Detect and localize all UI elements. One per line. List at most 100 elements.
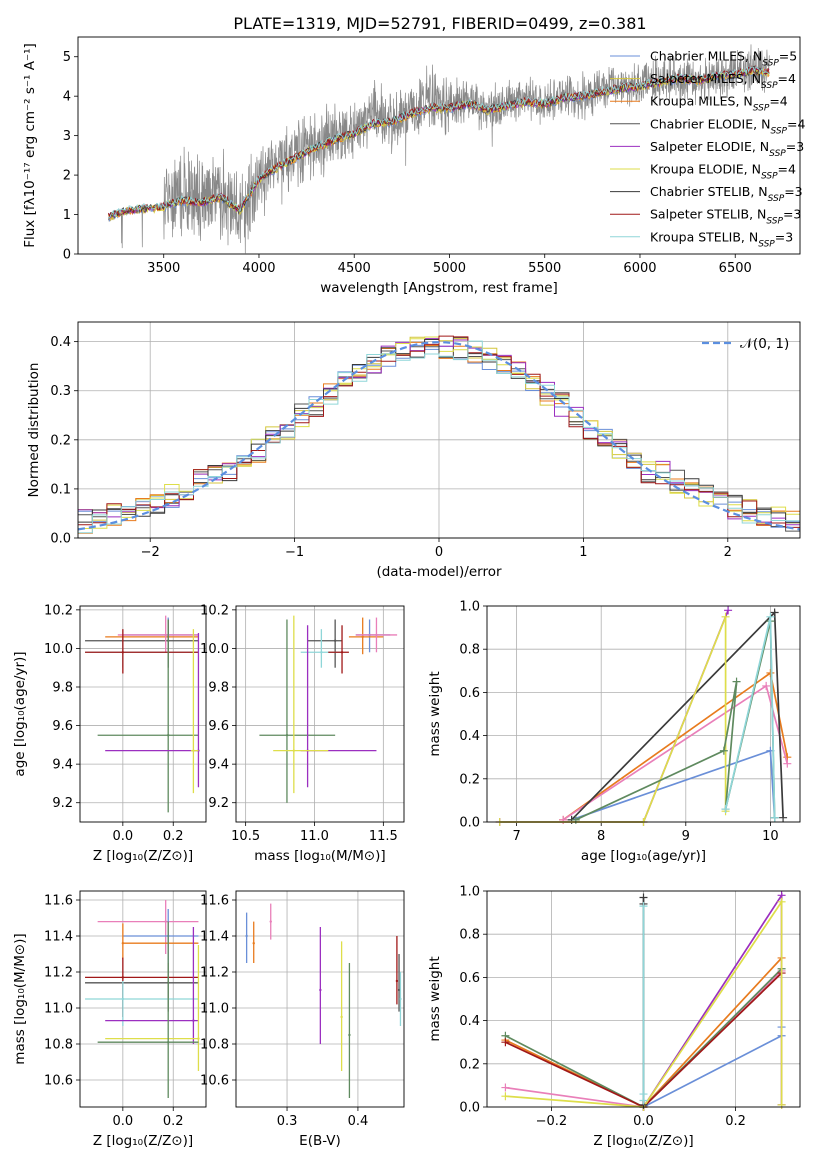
mass-weight-line	[570, 610, 784, 821]
point-marker	[766, 612, 775, 621]
y-tick-label: 11.4	[44, 930, 73, 945]
legend-label: Salpeter MILES, NSSP=4	[650, 71, 796, 91]
y-tick-label: 10.2	[44, 603, 73, 618]
point-marker	[571, 815, 580, 824]
y-tick-label: 10.0	[200, 642, 229, 657]
y-tick-label: 11.6	[44, 894, 73, 909]
x-tick-label: 5500	[528, 261, 561, 276]
point-marker	[766, 668, 775, 677]
data-point	[397, 988, 401, 992]
y-tick-label: 0.6	[459, 686, 480, 701]
x-tick-label: 0.0	[112, 1114, 133, 1129]
x-tick-label: 0.4	[348, 1114, 369, 1129]
y-tick-label: 0.3	[50, 384, 71, 399]
y-tick-label: 9.8	[208, 681, 229, 696]
y-tick-label: 10.2	[200, 603, 229, 618]
model-spectrum-line	[108, 66, 770, 219]
mass-weight-line	[505, 899, 783, 1108]
y-tick-label: 1.0	[459, 600, 480, 615]
x-tick-label: 10.5	[231, 829, 260, 844]
y-axis-label: mass [log₁₀(M/M⊙)]	[12, 933, 28, 1064]
y-axis-label: Flux [fλ10⁻¹⁷ erg cm⁻² s⁻¹ A⁻¹]	[22, 43, 38, 248]
y-tick-label: 9.2	[52, 796, 73, 811]
y-tick-label: 5	[63, 50, 71, 65]
data-point	[340, 1015, 343, 1019]
x-tick-label: 0.2	[725, 1114, 746, 1129]
legend-label: Chabrier MILES, NSSP=5	[650, 49, 797, 69]
y-tick-label: 0.4	[50, 335, 71, 350]
data-point	[121, 997, 125, 1001]
axes-frame	[79, 605, 207, 823]
x-axis-label: (data-model)/error	[376, 564, 502, 580]
point-marker	[779, 813, 788, 822]
y-tick-label: 9.4	[52, 758, 73, 773]
y-axis-label: age [log₁₀(age/yr)]	[12, 651, 28, 776]
y-tick-label: 11.4	[200, 930, 229, 945]
y-tick-label: 0.0	[459, 1101, 480, 1116]
x-axis-label: age [log₁₀(age/yr)]	[581, 848, 706, 864]
point-marker	[770, 608, 779, 617]
data-point	[167, 1041, 170, 1044]
data-point	[319, 988, 322, 992]
y-tick-label: 0.0	[459, 816, 480, 831]
point-marker	[501, 1038, 510, 1047]
y-tick-label: 0.1	[50, 482, 71, 497]
legend-label: Kroupa MILES, NSSP=4	[650, 94, 788, 114]
y-tick-label: 2	[63, 169, 71, 184]
data-point	[121, 976, 125, 979]
age-vs-mass-panel: 10.5 11.0 11.5 9.2 9.4 9.6 9.8 10.0 10.2 mass [lo…	[200, 603, 405, 864]
x-tick-label: 8	[597, 829, 605, 844]
y-axis-label: Normed distribution	[26, 363, 42, 498]
point-marker	[724, 606, 733, 615]
data-point	[375, 633, 378, 637]
x-tick-label: −2	[141, 545, 160, 560]
data-point	[395, 979, 399, 983]
data-point	[252, 942, 255, 945]
point-marker	[501, 1083, 510, 1092]
mass-weight-line	[499, 609, 729, 823]
x-axis-label: Z [log₁₀(Z/Z⊙)]	[593, 1133, 693, 1149]
point-marker	[777, 897, 786, 906]
legend-label: Salpeter STELIB, NSSP=3	[650, 207, 801, 227]
legend-label: 𝒩(0, 1)	[740, 336, 789, 352]
x-tick-label: 11.0	[300, 829, 329, 844]
data-point	[269, 920, 272, 923]
x-axis-label: mass [log₁₀(M/M⊙)]	[254, 848, 385, 864]
spectrum-plot-area	[108, 44, 770, 254]
mass-vs-ebv-panel: 0.3 0.4 10.6 10.8 11.0 11.2 11.4 11.6 E(B-V)	[200, 890, 405, 1149]
data-point	[192, 1019, 195, 1022]
x-tick-label: 6000	[623, 261, 656, 276]
axes-frame	[486, 605, 801, 823]
mass-weight-line	[499, 616, 727, 823]
y-tick-label: 11.0	[44, 1002, 73, 1017]
data-point	[167, 734, 170, 737]
x-tick-label: 3500	[147, 261, 180, 276]
y-tick-label: 11.2	[200, 966, 229, 981]
data-point	[292, 749, 296, 752]
legend-label: Kroupa ELODIE, NSSP=4	[650, 162, 796, 182]
point-marker	[732, 677, 741, 686]
axes-frame	[79, 890, 207, 1108]
histogram-area	[78, 335, 800, 534]
legend-label: Chabrier STELIB, NSSP=3	[650, 184, 803, 204]
mass-weight-line	[571, 749, 776, 821]
legend-label: Kroupa STELIB, NSSP=3	[650, 229, 793, 249]
x-tick-label: 1	[579, 545, 587, 560]
data-point	[348, 1033, 351, 1037]
y-tick-label: 11.6	[200, 894, 229, 909]
y-tick-label: 9.8	[52, 681, 73, 696]
mw-vs-age-panel: 7 8 9 10 0.0 0.2 0.4 0.6 0.8 1.0 age [log₁₀(age/yr…	[427, 600, 801, 864]
x-tick-label: 4500	[338, 261, 371, 276]
point-marker	[762, 681, 771, 690]
mass-weight-line	[562, 684, 789, 821]
residuals-panel: −2 −1 0 1 2 0.0 0.1 0.2 0.3 0.4 (data-model)/error…	[26, 321, 801, 580]
y-tick-label: 9.4	[208, 758, 229, 773]
x-tick-label: 0	[435, 545, 443, 560]
data-point	[164, 633, 167, 637]
x-axis-label: E(B-V)	[299, 1133, 341, 1149]
x-axis-label: Z [log₁₀(Z/Z⊙)]	[93, 1133, 193, 1149]
x-axis-label: Z [log₁₀(Z/Z⊙)]	[93, 848, 193, 864]
x-tick-label: 11.5	[369, 829, 398, 844]
